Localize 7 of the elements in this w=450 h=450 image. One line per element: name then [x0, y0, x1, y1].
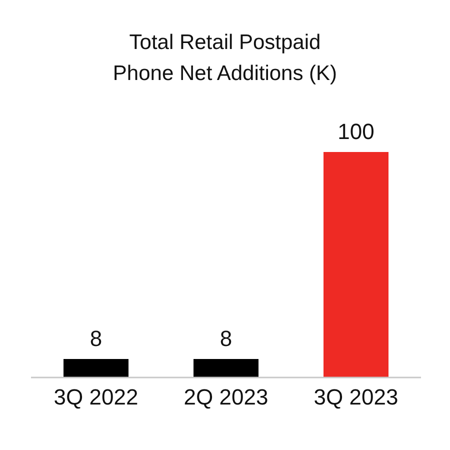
data-label: 8	[220, 326, 232, 351]
x-tick-label: 2Q 2023	[184, 384, 268, 410]
chart-title: Total Retail Postpaid Phone Net Additions (K)	[112, 31, 338, 85]
x-tick-label: 3Q 2022	[54, 384, 138, 410]
x-tick-label: 3Q 2023	[314, 384, 398, 410]
data-label: 8	[90, 326, 102, 351]
data-label: 100	[338, 119, 374, 144]
